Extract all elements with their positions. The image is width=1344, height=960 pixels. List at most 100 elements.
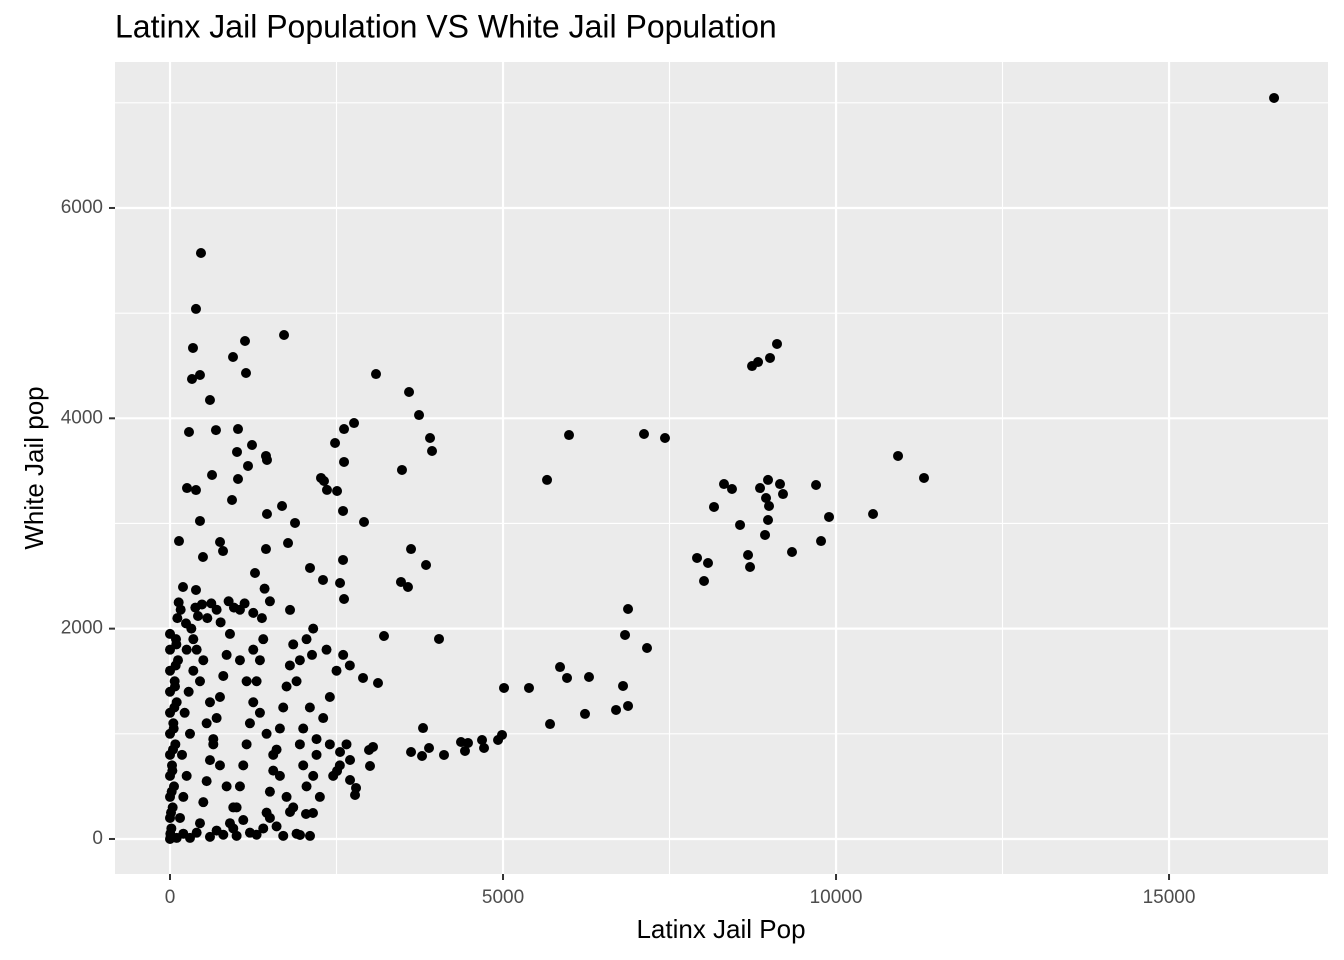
point (373, 678, 384, 689)
point (404, 387, 415, 398)
point (248, 697, 259, 708)
point (318, 713, 329, 724)
point (735, 519, 746, 530)
point (201, 776, 212, 787)
point (210, 425, 221, 436)
point (234, 781, 245, 792)
point (207, 469, 218, 480)
point (224, 628, 235, 639)
point (254, 655, 265, 666)
point (259, 583, 270, 594)
panel (115, 62, 1328, 874)
point (291, 676, 302, 687)
point (190, 303, 201, 314)
point (228, 802, 239, 813)
point (251, 829, 262, 840)
point (183, 686, 194, 697)
point (190, 584, 201, 595)
point (177, 749, 188, 760)
point (743, 550, 754, 561)
point (611, 704, 622, 715)
point (642, 642, 653, 653)
point (305, 830, 316, 841)
point (202, 613, 213, 624)
x-tick-label: 15000 (1143, 887, 1196, 908)
point (811, 479, 822, 490)
point (332, 485, 343, 496)
point (418, 723, 429, 734)
point (261, 509, 272, 520)
point (174, 536, 185, 547)
point (824, 511, 835, 522)
point (396, 464, 407, 475)
point (338, 554, 349, 565)
point (179, 707, 190, 718)
point (227, 495, 238, 506)
point (232, 446, 243, 457)
point (178, 791, 189, 802)
point (198, 797, 209, 808)
point (291, 828, 302, 839)
point (211, 604, 222, 615)
point (775, 479, 786, 490)
point (284, 660, 295, 671)
point (421, 560, 432, 571)
point (165, 812, 176, 823)
point (349, 418, 360, 429)
point (260, 544, 271, 555)
point (192, 611, 203, 622)
point (1269, 92, 1280, 103)
point (188, 634, 199, 645)
point (244, 718, 255, 729)
point (583, 672, 594, 683)
y-tick-label: 2000 (61, 618, 103, 639)
point (439, 749, 450, 760)
point (288, 639, 299, 650)
point (268, 749, 279, 760)
point (341, 739, 352, 750)
point (248, 607, 259, 618)
point (191, 644, 202, 655)
point (301, 781, 312, 792)
point (778, 489, 789, 500)
point (499, 682, 510, 693)
point (254, 707, 265, 718)
point (221, 649, 232, 660)
point (183, 426, 194, 437)
point (395, 576, 406, 587)
point (301, 634, 312, 645)
point (555, 662, 566, 673)
point (194, 515, 205, 526)
point (755, 483, 766, 494)
point (294, 739, 305, 750)
point (424, 743, 435, 754)
point (335, 747, 346, 758)
point (479, 743, 490, 754)
point (214, 760, 225, 771)
point (761, 493, 772, 504)
point (165, 791, 176, 802)
point (184, 728, 195, 739)
point (350, 790, 361, 801)
point (402, 581, 413, 592)
point (763, 474, 774, 485)
point (918, 472, 929, 483)
point (324, 739, 335, 750)
point (618, 680, 629, 691)
point (240, 336, 251, 347)
point (893, 450, 904, 461)
point (221, 781, 232, 792)
point (261, 728, 272, 739)
point (256, 613, 267, 624)
point (190, 485, 201, 496)
point (278, 702, 289, 713)
point (165, 833, 176, 844)
point (692, 552, 703, 563)
point (187, 342, 198, 353)
point (623, 700, 634, 711)
point (201, 718, 212, 729)
point (427, 446, 438, 457)
point (188, 665, 199, 676)
point (639, 428, 650, 439)
